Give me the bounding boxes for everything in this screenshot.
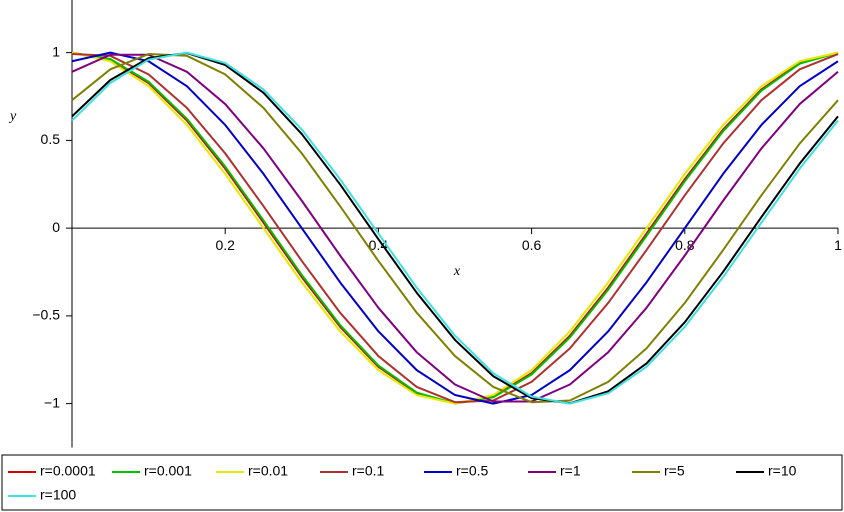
legend-label: r=0.001 — [144, 463, 192, 479]
x-axis-label: x — [453, 264, 461, 279]
series-line — [71, 53, 839, 404]
series-line — [71, 51, 839, 405]
legend-label: r=0.5 — [456, 463, 489, 479]
legend-label: r=0.01 — [248, 463, 288, 479]
series-line — [71, 51, 839, 405]
y-tick-label: −0.5 — [32, 307, 60, 323]
x-tick-label: 0.6 — [522, 237, 542, 253]
y-tick-label: 1 — [52, 43, 60, 59]
x-tick-label: 1 — [834, 237, 842, 253]
series-line — [71, 53, 839, 403]
y-tick-label: 0 — [52, 219, 60, 235]
legend-label: r=10 — [768, 463, 797, 479]
legend-label: r=5 — [664, 463, 685, 479]
legend-label: r=0.0001 — [40, 463, 96, 479]
legend-frame — [1, 454, 843, 511]
series-line — [71, 53, 839, 404]
series-line — [71, 51, 839, 405]
y-axis-label: y — [8, 109, 17, 124]
legend-label: r=1 — [560, 463, 581, 479]
x-tick-label: 0.2 — [215, 237, 235, 253]
y-tick-label: 0.5 — [41, 131, 61, 147]
legend-label: r=0.1 — [352, 463, 385, 479]
legend-label: r=100 — [40, 487, 76, 503]
y-tick-label: −1 — [44, 394, 60, 410]
